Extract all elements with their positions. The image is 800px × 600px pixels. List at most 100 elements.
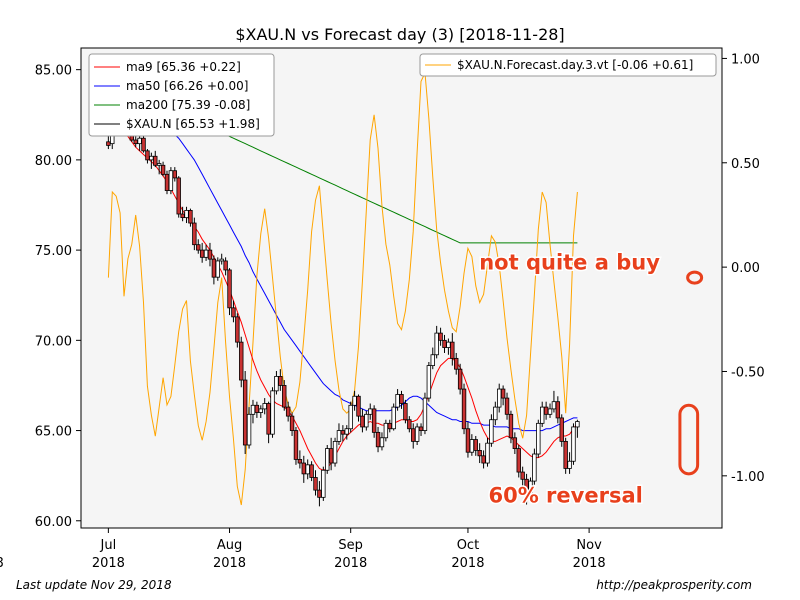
candle [442, 339, 447, 348]
candle [207, 249, 213, 260]
candle [368, 408, 373, 415]
ma50-line [108, 72, 578, 432]
chart-title: $XAU.N vs Forecast day (3) [2018-11-28] [235, 25, 564, 44]
annotation-text: 60% reversal [488, 484, 642, 508]
candle [399, 394, 404, 404]
x-axis-tick-label: Oct [457, 538, 479, 553]
legend-entry: ma9 [65.36 +0.22] [126, 60, 241, 74]
x-axis-tick-label: 2018 [92, 556, 125, 571]
candle [254, 404, 260, 413]
candle [508, 413, 514, 439]
candle [239, 341, 244, 381]
candle [223, 260, 228, 271]
candle [504, 397, 510, 415]
legend-entry: $XAU.N.Forecast.day.3.vt [-0.06 +0.61] [457, 58, 693, 72]
x-axis-tick-label: Sep [338, 538, 363, 553]
candle [395, 394, 400, 408]
candle [301, 462, 306, 475]
candle [176, 177, 181, 215]
candle [278, 376, 283, 386]
x-axis-tick-label: 2018 [0, 556, 4, 571]
last-update-text: Last update Nov 29, 2018 [16, 578, 172, 592]
candle [211, 258, 217, 278]
candle [340, 430, 346, 435]
candle [461, 388, 467, 430]
left-axis-tick-label: 70.00 [35, 334, 72, 349]
candle [563, 440, 568, 469]
candle [571, 426, 576, 462]
legend-box [88, 53, 275, 137]
candle [328, 448, 334, 464]
left-axis-tick-label: 65.00 [35, 425, 72, 440]
legend-left: ma9 [65.36 +0.22] ma50 [66.26 +0.00] ma200… [88, 53, 275, 137]
candle [141, 137, 146, 152]
candle [215, 260, 220, 278]
candle [520, 471, 525, 480]
candle [547, 408, 553, 415]
x-axis-tick-label: 2018 [334, 556, 367, 571]
candle [387, 422, 392, 430]
candle [192, 222, 197, 246]
plot-frame [80, 47, 723, 529]
candle [164, 173, 170, 191]
right-axis-tick-label: -0.50 [731, 365, 765, 380]
candle [391, 406, 396, 430]
candle [274, 376, 279, 392]
candle [383, 422, 389, 439]
candle [180, 213, 185, 219]
x-axis-tick-label: 2018 [213, 556, 246, 571]
candle [309, 464, 314, 478]
candle [352, 395, 357, 406]
site-url-text: http://peakprosperity.com [596, 578, 752, 592]
highlight-circle [686, 270, 704, 285]
candle [336, 430, 342, 442]
candle [133, 139, 138, 145]
candle [172, 170, 178, 179]
plot-layer [106, 71, 580, 507]
candle [235, 316, 240, 343]
candle [375, 431, 381, 448]
candle [282, 385, 287, 408]
candle [196, 244, 201, 251]
candle [348, 404, 353, 430]
candle [231, 307, 236, 318]
candle [559, 417, 564, 442]
candle [532, 453, 537, 482]
candle [536, 422, 541, 455]
candle [156, 163, 162, 166]
candle [379, 437, 385, 448]
x-axis-tick-label: Jul [100, 538, 117, 553]
candle [297, 459, 303, 464]
legend-entry: ma50 [66.26 +0.00] [126, 79, 248, 93]
candle [188, 210, 193, 224]
candle [469, 439, 475, 453]
candle [317, 489, 322, 498]
candle [258, 408, 263, 413]
candle [485, 442, 490, 464]
candle [473, 439, 478, 451]
candle [465, 428, 471, 453]
candle [321, 469, 326, 498]
candle [407, 419, 412, 430]
legend-box [419, 53, 717, 77]
legend-right: $XAU.N.Forecast.day.3.vt [-0.06 +0.61] [419, 53, 717, 77]
candle [242, 379, 248, 446]
x-axis-tick-label: Aug [217, 538, 242, 553]
candle [168, 170, 174, 191]
candle [422, 397, 428, 431]
candle [270, 390, 275, 435]
candle [438, 332, 443, 341]
candle [540, 406, 545, 424]
candle [418, 426, 424, 431]
candle [477, 450, 482, 457]
candle [516, 448, 521, 473]
candle [489, 419, 494, 444]
candle [219, 258, 224, 262]
candle [313, 477, 318, 491]
candle [481, 455, 486, 464]
candle [145, 150, 150, 161]
candle [364, 413, 369, 428]
forecast-line [107, 71, 578, 506]
candle [160, 164, 166, 175]
